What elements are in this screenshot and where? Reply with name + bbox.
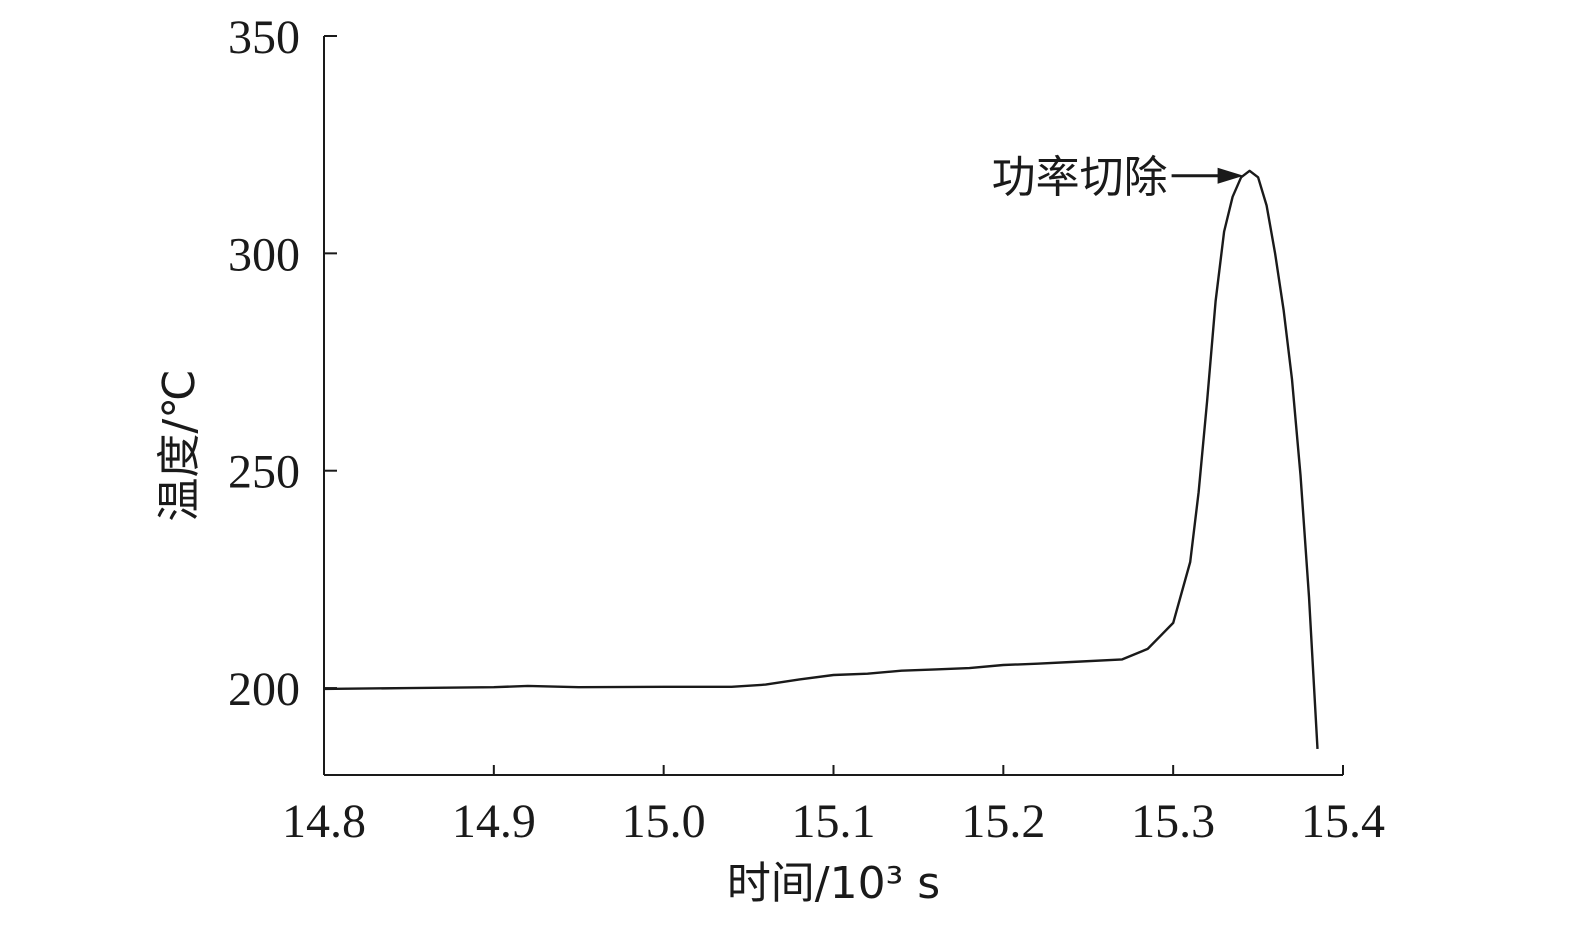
x-tick-label: 15.3 <box>1131 795 1215 848</box>
y-tick-label: 300 <box>228 228 300 281</box>
x-tick-label: 15.0 <box>622 795 706 848</box>
x-tick-label: 15.2 <box>961 795 1045 848</box>
y-tick-label: 350 <box>228 11 300 64</box>
x-tick-label: 15.1 <box>792 795 876 848</box>
x-axis-title: 时间/10³ s <box>727 858 940 909</box>
annotations: 功率切除 <box>992 152 1244 203</box>
x-tick-label: 15.4 <box>1301 795 1385 848</box>
y-ticks: 200 250 300 350 <box>228 11 337 716</box>
x-tick-label: 14.9 <box>452 795 536 848</box>
temperature-series-line <box>323 169 1319 749</box>
y-tick-label: 200 <box>228 663 300 716</box>
y-tick-label: 250 <box>228 446 300 499</box>
annotation-label: 功率切除 <box>992 152 1168 203</box>
axes <box>323 36 1343 776</box>
x-ticks: 14.8 14.9 15.0 15.1 15.2 15.3 15.4 <box>282 765 1385 848</box>
y-axis-title: 温度/℃ <box>154 369 205 521</box>
annotation-arrow-head <box>1217 167 1244 184</box>
x-tick-label: 14.8 <box>282 795 366 848</box>
